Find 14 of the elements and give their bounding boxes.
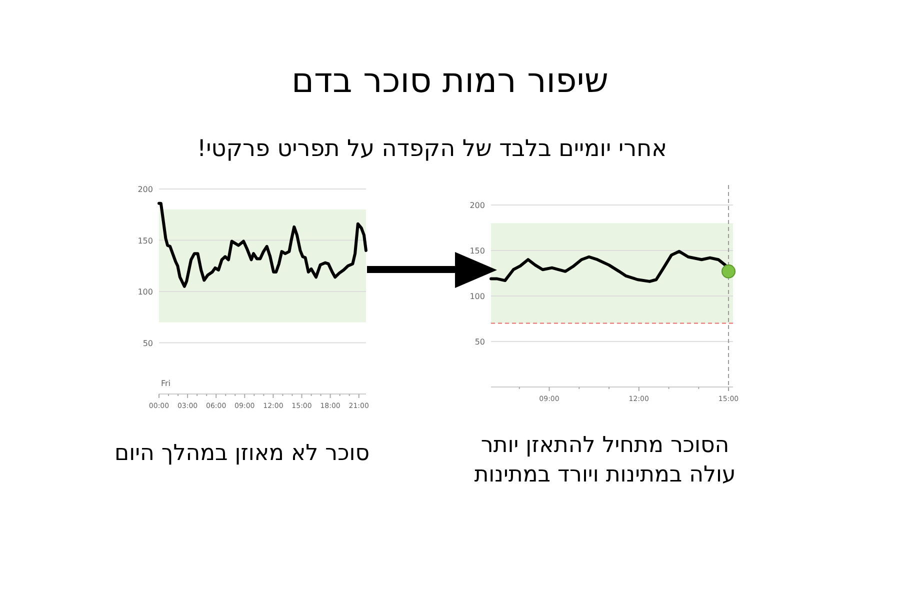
text: הסוכר מתחיל להתאזן יותר עולה במתינות ויורד במתינות bbox=[474, 433, 736, 488]
line-series bbox=[158, 202, 368, 288]
y-tick-label: 150 bbox=[138, 236, 153, 246]
y-tick-label: 50 bbox=[474, 338, 485, 346]
y-tick-label: 200 bbox=[138, 185, 153, 194]
y-tick-label: 100 bbox=[470, 292, 485, 301]
y-tick-label: 150 bbox=[470, 246, 485, 256]
text: שיפור רמות סוכר בדם bbox=[292, 61, 608, 101]
text: סוכר לא מאוזן במהלך היום bbox=[114, 441, 370, 466]
y-tick-label: 50 bbox=[142, 338, 153, 348]
y-tick-label: 200 bbox=[470, 201, 485, 210]
annotation: Fri bbox=[161, 379, 171, 388]
text: אחרי יומיים בלבד של הקפדה על תפריט פרקטי! bbox=[196, 136, 668, 162]
y-tick-label: 100 bbox=[138, 288, 153, 296]
